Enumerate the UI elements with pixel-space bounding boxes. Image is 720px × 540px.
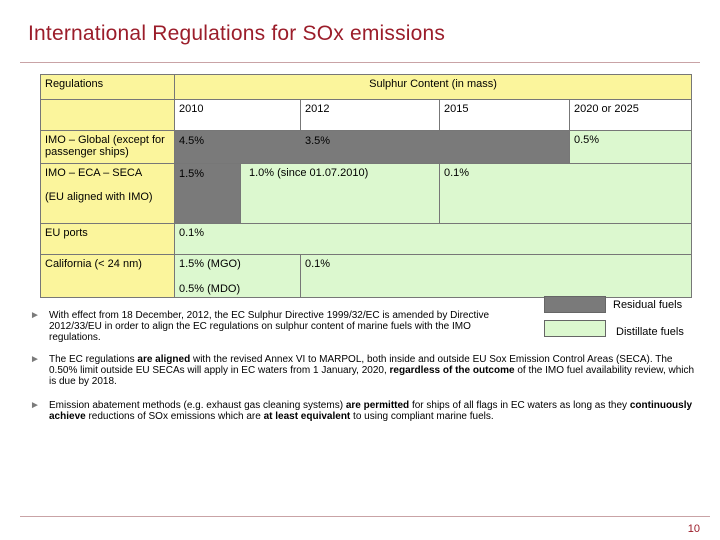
header-regulations: Regulations bbox=[40, 74, 175, 100]
years-row-blank bbox=[40, 99, 175, 131]
legend-residual-swatch bbox=[544, 296, 606, 313]
imo-eca-label: IMO – ECA – SECA bbox=[45, 167, 143, 179]
year-2010-cell: 2010 bbox=[174, 99, 301, 131]
eu-ports-label: EU ports bbox=[45, 227, 88, 239]
bullet-3-bold-3: at least equivalent bbox=[263, 411, 351, 422]
row-eu-ports-label: EU ports bbox=[40, 223, 175, 255]
year-2015: 2015 bbox=[444, 103, 469, 115]
bullet-2-part-2: with the revised Annex VI to MARPOL, bot… bbox=[49, 354, 673, 376]
bullet-3-part-1: Emission abatement methods (e.g. exhaust… bbox=[49, 400, 346, 411]
imo-eca-sublabel: (EU aligned with IMO) bbox=[45, 191, 153, 203]
imo-eca-2010b-value: 1.0% (since 01.07.2010) bbox=[249, 167, 369, 179]
imo-eca-2015-value: 0.1% bbox=[444, 167, 470, 179]
title-divider bbox=[20, 62, 700, 63]
bullet-3-part-4: to using compliant marine fuels. bbox=[350, 411, 494, 422]
california-2010-cell: 1.5% (MGO) 0.5% (MDO) bbox=[174, 254, 301, 298]
imo-eca-2015-cell: 0.1% bbox=[439, 163, 692, 224]
bullet-2-part-3: of the IMO fuel availability review, whi… bbox=[49, 365, 695, 387]
eu-ports-cell: 0.1% bbox=[174, 223, 692, 255]
bullet-3-part-3: reductions of SOx emissions which are bbox=[85, 411, 264, 422]
imo-global-2020-value: 0.5% bbox=[574, 134, 600, 146]
page-number: 10 bbox=[687, 523, 700, 535]
imo-global-2012-value: 3.5% bbox=[305, 135, 331, 147]
imo-eca-residual-band bbox=[174, 163, 241, 224]
legend-distillate-swatch bbox=[544, 320, 606, 337]
legend-distillate-label: Distillate fuels bbox=[616, 326, 684, 338]
year-2010: 2010 bbox=[179, 103, 204, 115]
bullet-1-text: With effect from 18 December, 2012, the … bbox=[49, 310, 490, 343]
bullet-arrow-icon: ► bbox=[30, 400, 40, 411]
bullet-3-bold-1: are permitted bbox=[345, 400, 410, 411]
header-sulphur-label: Sulphur Content (in mass) bbox=[369, 78, 497, 90]
year-2020-or-2025: 2020 or 2025 bbox=[574, 103, 639, 115]
bullet-2-bold-2: regardless of the outcome bbox=[389, 365, 515, 376]
year-2020-cell: 2020 or 2025 bbox=[569, 99, 692, 131]
bullet-2-part-1: The EC regulations bbox=[49, 354, 138, 365]
bullet-arrow-icon: ► bbox=[30, 354, 40, 365]
header-sulphur-content: Sulphur Content (in mass) bbox=[174, 74, 692, 100]
california-2012-value: 0.1% bbox=[305, 258, 331, 270]
imo-global-2020-cell: 0.5% bbox=[569, 130, 692, 164]
imo-global-2010-value: 4.5% bbox=[179, 135, 205, 147]
imo-eca-2010-value: 1.5% bbox=[179, 168, 205, 180]
bullet-arrow-icon: ► bbox=[30, 310, 40, 321]
california-2012-cell: 0.1% bbox=[300, 254, 692, 298]
page-title: International Regulations for SOx emissi… bbox=[28, 22, 446, 45]
bullet-3-text: Emission abatement methods (e.g. exhaust… bbox=[49, 400, 700, 422]
footer-divider bbox=[20, 516, 710, 517]
legend-residual-label: Residual fuels bbox=[613, 299, 683, 311]
california-mdo-value: 0.5% (MDO) bbox=[179, 283, 241, 295]
california-mgo-value: 1.5% (MGO) bbox=[179, 258, 241, 270]
imo-global-label: IMO – Global (except for passenger ships… bbox=[45, 134, 165, 158]
row-imo-global-label: IMO – Global (except for passenger ships… bbox=[40, 130, 175, 164]
eu-ports-value: 0.1% bbox=[179, 227, 205, 239]
california-label: California (< 24 nm) bbox=[45, 258, 142, 270]
row-imo-eca-label: IMO – ECA – SECA (EU aligned with IMO) bbox=[40, 163, 175, 224]
year-2015-cell: 2015 bbox=[439, 99, 570, 131]
year-2012: 2012 bbox=[305, 103, 330, 115]
imo-global-residual-band bbox=[174, 130, 570, 164]
year-2012-cell: 2012 bbox=[300, 99, 440, 131]
header-regulations-label: Regulations bbox=[45, 78, 104, 90]
row-california-label: California (< 24 nm) bbox=[40, 254, 175, 298]
bullet-3-bold-2: continuously achieve bbox=[49, 400, 693, 422]
imo-eca-2010b-cell: 1.0% (since 01.07.2010) bbox=[240, 163, 440, 224]
bullet-2-text: The EC regulations are aligned with the … bbox=[49, 354, 700, 387]
bullet-3-part-2: for ships of all flags in EC waters as l… bbox=[409, 400, 630, 411]
bullet-2-bold-1: are aligned bbox=[137, 354, 191, 365]
